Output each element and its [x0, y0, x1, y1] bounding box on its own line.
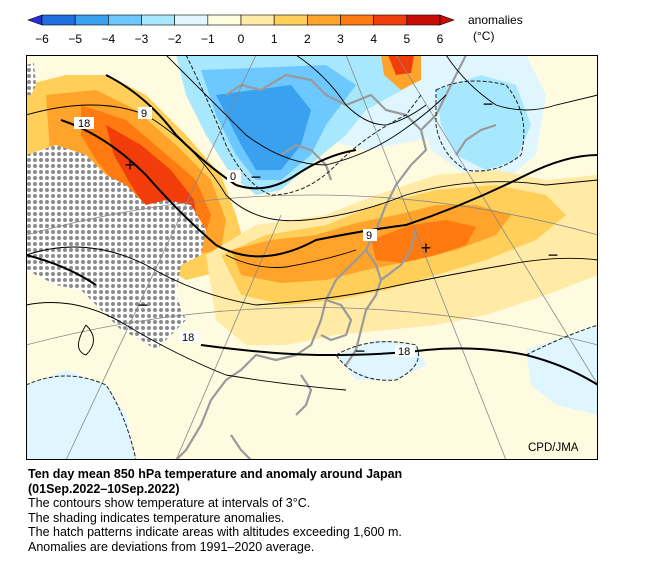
colorbar-tick-label: 1: [271, 32, 278, 46]
caption-line: Anomalies are deviations from 1991–2020 …: [28, 539, 315, 554]
colorbar-swatch: [307, 14, 341, 26]
colorbar-title: anomalies: [468, 13, 523, 27]
colorbar-tick-label: −2: [168, 32, 182, 46]
caption-title: Ten day mean 850 hPa temperature and ano…: [28, 467, 403, 481]
contour-label: 18: [182, 332, 194, 344]
colorbar-max-arrow: [439, 14, 455, 26]
colorbar-tick-label: 4: [370, 32, 377, 46]
anomaly-map: 18 9 0 9 18 18 + − + − − − − CPD/JMA: [26, 55, 598, 460]
colorbar-tick-label: 5: [403, 32, 410, 46]
colorbar-unit: (°C): [473, 29, 494, 43]
cold-center-sign: −: [251, 167, 262, 187]
colorbar-tick-label: 3: [337, 32, 344, 46]
contour-label: 0: [230, 171, 236, 183]
cold-center-sign: −: [483, 94, 494, 114]
colorbar-tick-label: −6: [35, 32, 49, 46]
contour-label: 18: [398, 346, 410, 358]
pale-blue-zone-southwest: [26, 370, 136, 460]
contour-label: 9: [141, 108, 147, 120]
temperature-contours-labelled: [26, 74, 598, 386]
caption-line: The shading indicates temperature anomal…: [28, 510, 285, 525]
map-caption: Ten day mean 850 hPa temperature and ano…: [28, 467, 628, 555]
anomaly-signs: + − + − − − −: [125, 94, 559, 361]
colorbar-swatch: [141, 14, 175, 26]
cold-center-sign: −: [138, 295, 149, 315]
colorbar-swatch: [108, 14, 142, 26]
pale-blue-zone-southeast: [526, 325, 598, 415]
contour-label: 18: [78, 118, 90, 130]
colorbar-tick-label: −5: [68, 32, 82, 46]
warm-east-core: [371, 220, 476, 263]
caption-line: The contours show temperature at interva…: [28, 496, 311, 511]
colorbar-tick-label: −4: [101, 32, 115, 46]
anomaly-colorbar: −6 −5 −4 −3 −2 −1 0 1 2 3 4 5 6 anomalies (°C): [27, 13, 523, 46]
colorbar-swatch: [41, 14, 76, 26]
cold-center-sign: −: [355, 341, 366, 361]
colorbar-tick-label: −3: [135, 32, 149, 46]
map-frame: [26, 55, 598, 460]
colorbar-min-arrow: [27, 14, 43, 26]
colorbar-tick-label: 6: [437, 32, 444, 46]
high-altitude-hatch: [26, 145, 206, 350]
high-altitude-hatch-northwest: [26, 63, 36, 95]
colorbar-swatch: [406, 14, 441, 26]
colorbar-swatches: [27, 14, 455, 26]
temperature-contours-thin: [26, 55, 598, 391]
anomaly-zero-lines: [26, 55, 598, 460]
colorbar-tick-labels: −6 −5 −4 −3 −2 −1 0 1 2 3 4 5 6: [35, 32, 444, 46]
colorbar-swatch: [207, 14, 242, 26]
northeast-cold: [436, 75, 531, 170]
colorbar-swatch: [74, 14, 109, 26]
colorbar-swatch: [174, 14, 209, 26]
colorbar-tick-label: 0: [238, 32, 245, 46]
cold-pool-core: [216, 85, 311, 170]
data-credit: CPD/JMA: [528, 442, 579, 454]
colorbar-swatch: [273, 14, 308, 26]
warm-center-sign: +: [125, 155, 136, 175]
cold-center-sign: −: [548, 245, 559, 265]
colorbar-swatch: [240, 14, 275, 26]
colorbar-tick-label: −1: [201, 32, 215, 46]
colorbar-swatch: [340, 14, 374, 26]
warm-center-sign: +: [421, 238, 432, 258]
caption-period: (01Sep.2022–10Sep.2022): [28, 481, 180, 496]
warm-northeast-core: [388, 55, 414, 75]
caption-line: The hatch patterns indicate areas with a…: [28, 525, 402, 540]
contour-label: 9: [366, 230, 372, 242]
colorbar-tick-label: 2: [304, 32, 311, 46]
colorbar-swatch: [373, 14, 408, 26]
contour-label-layer: 18 9 0 9 18 18: [74, 107, 415, 358]
